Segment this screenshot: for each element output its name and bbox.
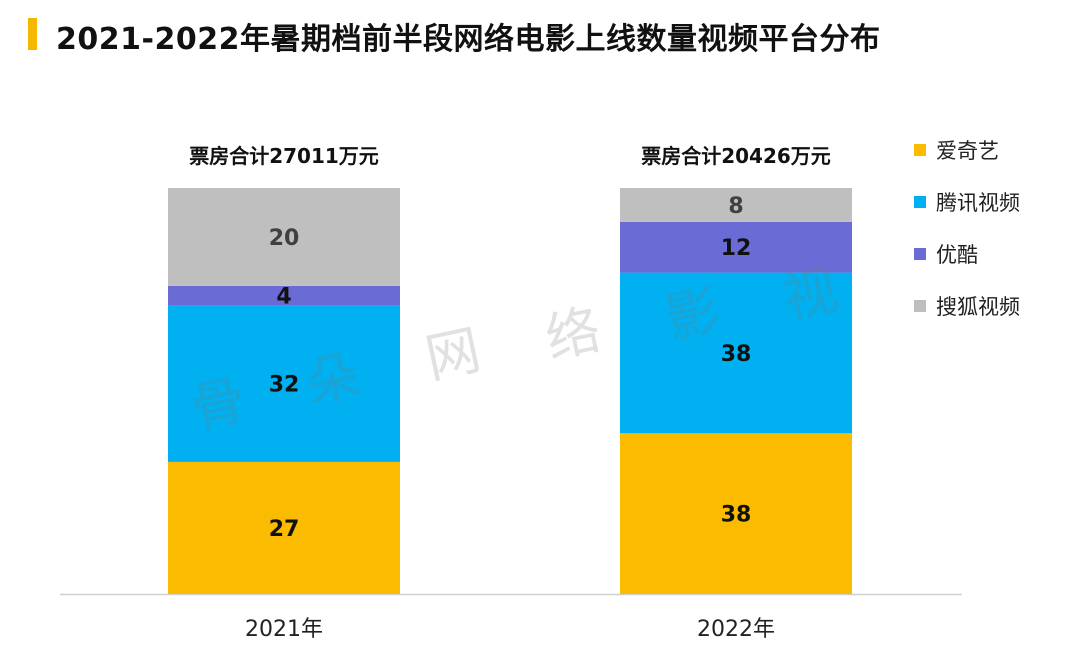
x-tick-label: 2022年 xyxy=(697,617,775,642)
bar-segment-1-2 xyxy=(620,221,852,273)
legend-item-sohu[interactable]: 搜狐视频 xyxy=(914,280,1020,332)
legend-swatch-youku xyxy=(914,248,926,260)
data-label: 20 xyxy=(269,226,300,251)
bar-total-title: 票房合计20426万元 xyxy=(641,144,831,168)
data-label: 32 xyxy=(269,373,300,398)
bar-segment-0-3 xyxy=(168,188,400,286)
legend-item-iqiyi[interactable]: 爱奇艺 xyxy=(914,124,1020,176)
chart-legend: 爱奇艺 腾讯视频 优酷 搜狐视频 xyxy=(914,124,1020,332)
legend-label-sohu: 搜狐视频 xyxy=(936,295,1020,319)
data-label: 38 xyxy=(721,503,752,528)
bar-segment-1-1 xyxy=(620,272,852,434)
data-label: 38 xyxy=(721,342,752,367)
data-label: 4 xyxy=(276,285,291,310)
bar-segment-0-2 xyxy=(168,285,400,306)
legend-swatch-iqiyi xyxy=(914,144,926,156)
data-label: 27 xyxy=(269,517,300,542)
bar-segment-1-3 xyxy=(620,188,852,222)
bar-total-title: 票房合计27011万元 xyxy=(189,144,379,168)
legend-label-youku: 优酷 xyxy=(936,243,978,267)
title-accent-bar xyxy=(28,18,37,50)
legend-label-iqiyi: 爱奇艺 xyxy=(936,139,999,163)
x-tick-label: 2021年 xyxy=(245,617,323,642)
data-label: 8 xyxy=(728,194,743,219)
bar-segment-0-0 xyxy=(168,461,400,594)
legend-item-youku[interactable]: 优酷 xyxy=(914,228,1020,280)
legend-swatch-sohu xyxy=(914,300,926,312)
chart-title: 2021-2022年暑期档前半段网络电影上线数量视频平台分布 xyxy=(56,22,881,57)
data-label: 12 xyxy=(721,236,752,261)
legend-item-tencent[interactable]: 腾讯视频 xyxy=(914,176,1020,228)
legend-swatch-tencent xyxy=(914,196,926,208)
bar-segment-1-0 xyxy=(620,433,852,594)
bar-segment-0-1 xyxy=(168,305,400,462)
legend-label-tencent: 腾讯视频 xyxy=(936,191,1020,215)
